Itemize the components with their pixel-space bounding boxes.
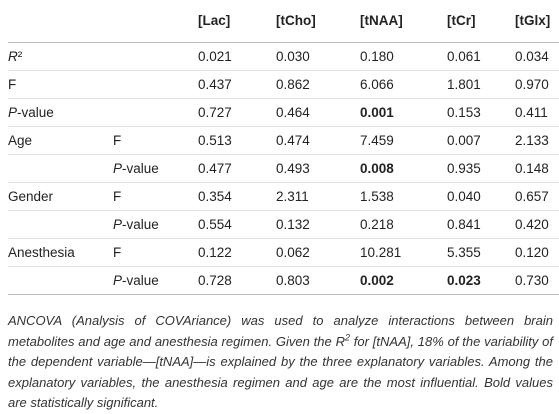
- value-cell: 0.727: [198, 98, 276, 127]
- value-cell: 0.411: [515, 98, 559, 127]
- value-cell: 0.218: [360, 210, 447, 239]
- value-cell: 0.464: [276, 98, 360, 127]
- row-label: Gender: [8, 188, 54, 204]
- value-cell: 0.420: [515, 210, 559, 239]
- table-row: P-value 0.477 0.493 0.008 0.935 0.148: [8, 154, 559, 183]
- sub-label: F: [113, 244, 122, 260]
- value-cell: 0.023: [447, 266, 515, 295]
- row-label: R²: [8, 48, 23, 64]
- value-cell: 0.554: [198, 210, 276, 239]
- value-cell: 0.132: [276, 210, 360, 239]
- value-cell: 0.493: [276, 154, 360, 183]
- column-header: [tGlx]: [515, 0, 559, 43]
- row-label-cell: F: [8, 70, 113, 99]
- value-cell: 0.180: [360, 42, 447, 71]
- sub-label-cell: [113, 70, 198, 99]
- value-cell: 0.841: [447, 210, 515, 239]
- sub-label-cell: F: [113, 182, 198, 211]
- value-cell: 0.040: [447, 182, 515, 211]
- sub-label-cell: P-value: [113, 210, 198, 239]
- sub-label: P-value: [113, 216, 159, 232]
- table-row: P-value 0.727 0.464 0.001 0.153 0.411: [8, 98, 559, 127]
- value-cell: 0.062: [276, 238, 360, 267]
- table-body: R² 0.021 0.030 0.180 0.061 0.034 F 0.437 0.862 6.…: [8, 42, 559, 295]
- value-cell: 0.034: [515, 42, 559, 71]
- value-cell: 0.021: [198, 42, 276, 71]
- column-header: [tCho]: [276, 0, 360, 43]
- footnote: ANCOVA (Analysis of COVAriance) was used…: [8, 311, 553, 414]
- value-cell: 0.061: [447, 42, 515, 71]
- value-cell: 0.354: [198, 182, 276, 211]
- value-cell: 0.122: [198, 238, 276, 267]
- table-row: P-value 0.728 0.803 0.002 0.023 0.730: [8, 266, 559, 295]
- value-cell: 0.730: [515, 266, 559, 295]
- sub-label-cell: F: [113, 126, 198, 155]
- value-cell: 5.355: [447, 238, 515, 267]
- row-label: Age: [8, 132, 33, 148]
- header-row: [Lac] [tCho] [tNAA] [tCr] [tGlx]: [8, 0, 559, 43]
- value-cell: 0.007: [447, 126, 515, 155]
- value-cell: 0.002: [360, 266, 447, 295]
- table-row: Anesthesia F 0.122 0.062 10.281 5.355 0.120: [8, 238, 559, 267]
- sub-label-cell: P-value: [113, 266, 198, 295]
- table-row: Age F 0.513 0.474 7.459 0.007 2.133: [8, 126, 559, 155]
- value-cell: 10.281: [360, 238, 447, 267]
- sub-label-cell: [113, 98, 198, 127]
- value-cell: 0.001: [360, 98, 447, 127]
- sub-label-cell: F: [113, 238, 198, 267]
- row-label-cell: [8, 210, 113, 239]
- value-cell: 0.513: [198, 126, 276, 155]
- row-label-cell: P-value: [8, 98, 113, 127]
- value-cell: 0.008: [360, 154, 447, 183]
- row-label: F: [8, 76, 17, 92]
- value-cell: 1.538: [360, 182, 447, 211]
- table: [Lac] [tCho] [tNAA] [tCr] [tGlx] R² 0.021 0.03…: [8, 0, 559, 295]
- sub-label-cell: P-value: [113, 154, 198, 183]
- row-label-cell: Age: [8, 126, 113, 155]
- value-cell: 0.474: [276, 126, 360, 155]
- value-cell: 2.311: [276, 182, 360, 211]
- value-cell: 2.133: [515, 126, 559, 155]
- row-label-cell: Gender: [8, 182, 113, 211]
- sub-label: P-value: [113, 160, 159, 176]
- sub-label-cell: [113, 42, 198, 71]
- value-cell: 0.803: [276, 266, 360, 295]
- value-cell: 0.728: [198, 266, 276, 295]
- row-label-cell: [8, 266, 113, 295]
- footnote-superscript: 2: [344, 332, 350, 343]
- value-cell: 0.437: [198, 70, 276, 99]
- value-cell: 0.120: [515, 238, 559, 267]
- table-row: Gender F 0.354 2.311 1.538 0.040 0.657: [8, 182, 559, 211]
- column-header: [tCr]: [447, 0, 515, 43]
- sub-label: F: [113, 188, 122, 204]
- value-cell: 0.030: [276, 42, 360, 71]
- value-cell: 6.066: [360, 70, 447, 99]
- row-label: P-value: [8, 104, 54, 120]
- column-header: [Lac]: [198, 0, 276, 43]
- value-cell: 0.862: [276, 70, 360, 99]
- value-cell: 0.153: [447, 98, 515, 127]
- header-cell: [113, 0, 198, 43]
- value-cell: 0.148: [515, 154, 559, 183]
- value-cell: 0.657: [515, 182, 559, 211]
- row-label-cell: [8, 154, 113, 183]
- value-cell: 0.935: [447, 154, 515, 183]
- table-row: F 0.437 0.862 6.066 1.801 0.970: [8, 70, 559, 99]
- value-cell: 0.477: [198, 154, 276, 183]
- table-row: P-value 0.554 0.132 0.218 0.841 0.420: [8, 210, 559, 239]
- value-cell: 0.970: [515, 70, 559, 99]
- row-label: Anesthesia: [8, 244, 75, 260]
- sub-label: P-value: [113, 272, 159, 288]
- footnote-text: ANCOVA (Analysis of COVAriance) was used…: [8, 313, 553, 349]
- footnote-text: for [tNAA], 18% of the variability of th…: [8, 333, 554, 411]
- row-label-cell: R²: [8, 42, 113, 71]
- value-cell: 1.801: [447, 70, 515, 99]
- row-label-cell: Anesthesia: [8, 238, 113, 267]
- value-cell: 7.459: [360, 126, 447, 155]
- sub-label: F: [113, 132, 122, 148]
- header-cell: [8, 0, 113, 43]
- column-header: [tNAA]: [360, 0, 447, 43]
- table-row: R² 0.021 0.030 0.180 0.061 0.034: [8, 42, 559, 71]
